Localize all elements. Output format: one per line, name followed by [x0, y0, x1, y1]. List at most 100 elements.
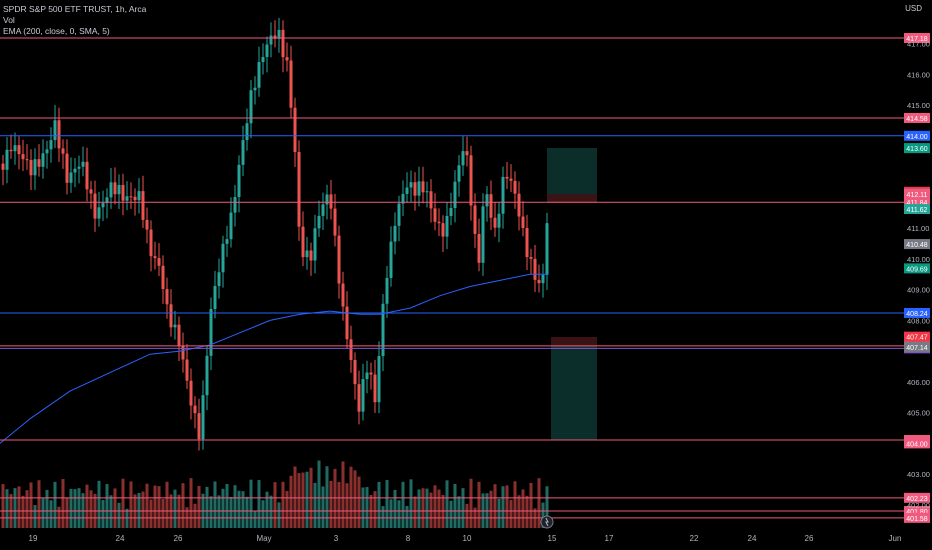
candle-body — [1, 163, 5, 170]
volume-bar — [313, 482, 317, 528]
volume-bar — [285, 490, 289, 528]
time-tick: May — [256, 534, 271, 543]
time-tick: 17 — [605, 534, 614, 543]
volume-bar — [165, 481, 169, 528]
candle-body — [205, 355, 209, 396]
short-stop-zone[interactable] — [551, 337, 597, 346]
candle-body — [141, 191, 145, 220]
candle-body — [477, 233, 481, 263]
candle-body — [277, 29, 281, 39]
candle-body — [385, 277, 389, 304]
volume-bar — [489, 490, 493, 528]
candle-body — [397, 203, 401, 226]
volume-bar — [117, 502, 121, 528]
candle-body — [457, 165, 461, 182]
volume-bar — [45, 489, 49, 528]
volume-bar — [197, 485, 201, 528]
volume-bar — [205, 486, 209, 528]
volume-bar — [337, 481, 341, 528]
volume-bar — [85, 484, 89, 528]
line-price-badge — [904, 130, 930, 141]
symbol-title[interactable]: SPDR S&P 500 ETF TRUST, 1h, Arca — [3, 4, 147, 14]
candle-body — [241, 140, 245, 165]
candle-body — [93, 193, 97, 219]
candle-body — [189, 380, 193, 406]
price-tick: 416.00 — [907, 70, 930, 79]
candle-body — [521, 216, 525, 229]
long-target-zone[interactable] — [547, 148, 597, 194]
volume-bar — [377, 481, 381, 528]
ema-indicator-label[interactable]: EMA (200, close, 0, SMA, 5) — [3, 26, 110, 36]
volume-bar — [389, 499, 393, 528]
volume-bar — [157, 486, 161, 528]
candle-body — [217, 272, 221, 287]
volume-bar — [65, 497, 69, 528]
volume-bar — [437, 489, 441, 528]
volume-bar — [425, 488, 429, 528]
candle-body — [409, 182, 413, 188]
volume-bar — [129, 481, 133, 528]
candle-body — [21, 154, 25, 160]
time-tick: 15 — [548, 534, 557, 543]
short-target-zone[interactable] — [551, 346, 597, 440]
price-badge-label: 411.62 — [907, 207, 928, 214]
volume-bar — [433, 485, 437, 528]
candle-body — [361, 379, 365, 412]
volume-bar — [53, 481, 57, 528]
candle-body — [369, 372, 373, 375]
candle-body — [425, 191, 429, 193]
volume-bar — [121, 478, 125, 528]
volume-bar — [33, 505, 37, 528]
price-badge-label: 410.48 — [906, 242, 928, 249]
candle-body — [225, 239, 229, 244]
price-badge — [904, 341, 930, 352]
volume-bar — [281, 481, 285, 528]
replay-icon[interactable] — [540, 515, 554, 529]
price-tick: 417.00 — [907, 40, 930, 49]
line-price-label: 417.18 — [906, 36, 928, 43]
candle-body — [297, 152, 301, 227]
volume-bar — [405, 505, 409, 528]
long-stop-zone[interactable] — [547, 194, 597, 203]
price-badge — [904, 143, 930, 154]
volume-bar — [297, 473, 301, 528]
candle-body — [485, 194, 489, 207]
time-tick: 26 — [174, 534, 183, 543]
currency-label: USD — [905, 4, 922, 13]
volume-bar — [501, 486, 505, 528]
candle-body — [53, 120, 57, 141]
candle-body — [165, 289, 169, 305]
volume-bar — [493, 484, 497, 528]
volume-bar — [29, 482, 33, 528]
volume-bar — [137, 492, 141, 528]
candle-body — [193, 405, 197, 414]
candle-body — [481, 206, 485, 263]
candle-body — [293, 107, 297, 153]
candle-body — [469, 155, 473, 206]
candle-body — [357, 384, 361, 412]
candle-body — [325, 194, 329, 205]
volume-bar — [345, 483, 349, 528]
time-tick: Jun — [889, 534, 902, 543]
candle-body — [437, 221, 441, 224]
time-tick: 24 — [116, 534, 125, 543]
candle-body — [313, 228, 317, 261]
price-badge — [904, 263, 930, 274]
volume-bar — [97, 480, 101, 528]
volume-indicator-label[interactable]: Vol — [3, 15, 15, 25]
volume-bar — [465, 503, 469, 528]
volume-bar — [25, 490, 29, 528]
volume-bar — [545, 486, 549, 528]
candle-body — [261, 57, 265, 63]
candle-body — [125, 196, 129, 201]
volume-bar — [537, 478, 541, 528]
volume-bar — [517, 495, 521, 528]
candle-body — [301, 226, 305, 258]
candle-body — [349, 339, 353, 361]
volume-bar — [13, 488, 17, 528]
candle-body — [245, 123, 249, 141]
volume-bar — [105, 484, 109, 528]
candle-body — [249, 90, 253, 124]
time-tick: 8 — [406, 534, 411, 543]
